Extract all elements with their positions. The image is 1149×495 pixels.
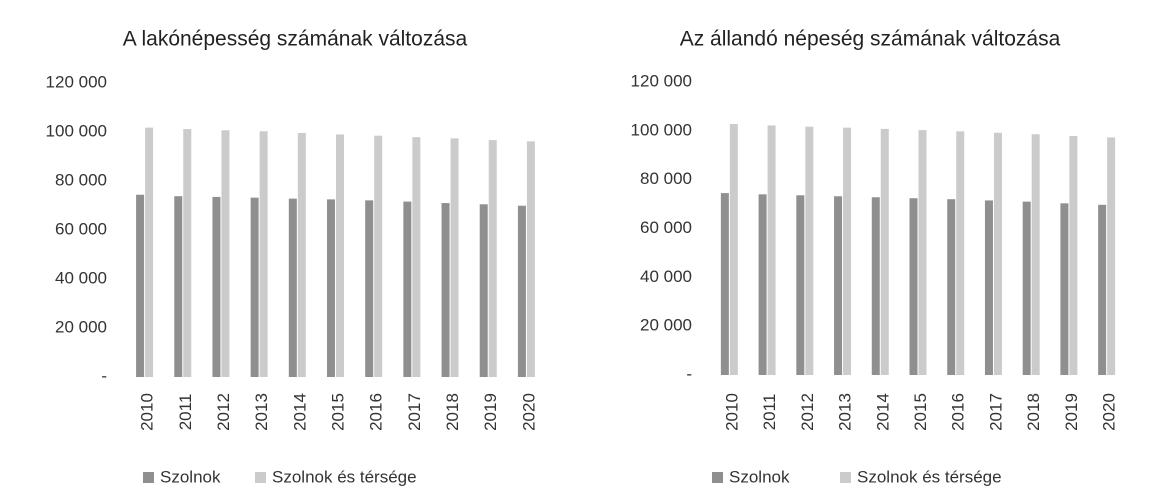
bar	[767, 125, 776, 375]
x-tick-label: 2010	[722, 393, 741, 431]
y-tick-label: 80 000	[55, 170, 107, 189]
bar	[221, 130, 230, 377]
bar	[412, 137, 421, 377]
bar	[834, 196, 843, 375]
bar	[1031, 134, 1040, 375]
legend-label: Szolnok és térsége	[857, 467, 1002, 486]
x-tick-label: 2011	[176, 394, 195, 431]
x-tick-label: 2011	[760, 394, 779, 431]
bar	[183, 129, 192, 377]
bar	[450, 138, 459, 377]
x-tick-label: 2013	[252, 393, 271, 431]
bar	[805, 126, 814, 376]
x-tick-label: 2010	[138, 393, 157, 431]
bar	[136, 194, 145, 377]
legend-label: Szolnok	[729, 467, 790, 486]
x-tick-label: 2017	[405, 393, 424, 431]
bar	[479, 204, 488, 377]
y-tick-label: 60 000	[640, 218, 692, 237]
bar	[880, 128, 889, 375]
bar	[517, 205, 526, 377]
bar	[288, 198, 297, 377]
bar	[336, 134, 344, 377]
legend-swatch	[712, 472, 723, 483]
legend-label: Szolnok	[160, 467, 221, 486]
bar	[365, 200, 374, 377]
y-tick-label: 100 000	[631, 120, 692, 139]
y-tick-label: 80 000	[640, 169, 692, 188]
bar	[729, 123, 738, 375]
bar	[796, 195, 805, 375]
bar	[212, 196, 221, 377]
x-tick-label: 2016	[949, 393, 968, 431]
bar	[1069, 135, 1078, 375]
chart: A lakónépesség számának változása - 20 000…	[46, 28, 539, 487]
bar	[259, 131, 268, 377]
x-tick-label: 2015	[328, 393, 347, 431]
bar	[758, 194, 767, 375]
x-tick-label: 2020	[1100, 393, 1119, 431]
bar	[843, 127, 852, 375]
y-tick-label: 20 000	[55, 317, 107, 336]
bar	[1060, 203, 1069, 375]
x-tick-label: 2013	[836, 393, 855, 431]
bar	[871, 197, 880, 375]
x-tick-label: 2015	[911, 393, 930, 431]
y-tick-label: 120 000	[46, 72, 107, 91]
y-tick-label: 120 000	[631, 71, 692, 90]
bar	[720, 193, 729, 375]
x-tick-label: 2012	[214, 393, 233, 431]
bar	[327, 199, 335, 377]
x-tick-label: 2018	[443, 393, 462, 431]
bar	[984, 200, 993, 375]
bar	[403, 201, 412, 377]
bar	[909, 198, 918, 375]
bar	[145, 127, 154, 377]
y-tick-label: 20 000	[640, 316, 692, 335]
bar	[1098, 204, 1107, 375]
bar	[488, 140, 497, 377]
bar	[918, 130, 927, 375]
x-tick-label: 2014	[873, 393, 892, 431]
bar	[374, 135, 383, 377]
x-tick-label: 2012	[798, 393, 817, 431]
legend-swatch	[255, 472, 266, 483]
x-tick-label: 2019	[1062, 393, 1081, 431]
bar	[441, 203, 450, 377]
legend-label: Szolnok és térsége	[272, 467, 417, 486]
y-tick-label: 40 000	[640, 267, 692, 286]
chart-title: A lakónépesség számának változása	[123, 28, 468, 51]
legend-swatch	[143, 472, 154, 483]
bar	[947, 199, 956, 375]
bar	[297, 132, 306, 377]
bar	[993, 132, 1002, 375]
y-tick-label: -	[101, 366, 107, 385]
x-tick-label: 2016	[367, 393, 386, 431]
x-tick-label: 2020	[519, 393, 538, 431]
chart: Az állandó népeség számának változása - 20…	[631, 28, 1119, 487]
bar	[1022, 201, 1031, 375]
bar	[956, 131, 965, 375]
bar	[250, 197, 259, 377]
x-tick-label: 2014	[290, 393, 309, 431]
y-tick-label: 60 000	[55, 219, 107, 238]
bar	[174, 196, 183, 377]
y-tick-label: -	[686, 364, 692, 383]
chart-title: Az állandó népeség számának változása	[680, 28, 1061, 51]
legend-swatch	[840, 472, 851, 483]
x-tick-label: 2019	[481, 393, 500, 431]
y-tick-label: 40 000	[55, 268, 107, 287]
bar	[1107, 137, 1116, 375]
x-tick-label: 2017	[986, 393, 1005, 431]
y-tick-label: 100 000	[46, 121, 107, 140]
bar	[526, 141, 535, 377]
x-tick-label: 2018	[1024, 393, 1043, 431]
